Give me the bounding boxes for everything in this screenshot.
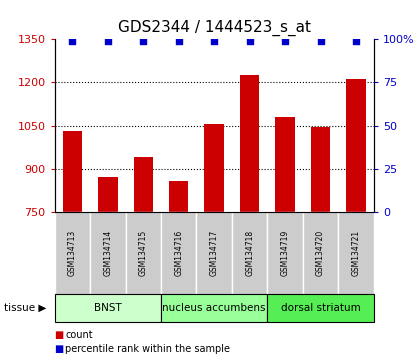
Bar bbox=[63, 131, 82, 212]
Point bbox=[317, 38, 324, 44]
Text: GSM134718: GSM134718 bbox=[245, 230, 254, 276]
Text: GSM134713: GSM134713 bbox=[68, 230, 77, 276]
Point bbox=[353, 38, 360, 44]
Bar bbox=[268, 294, 374, 322]
Text: ■: ■ bbox=[55, 330, 64, 339]
Bar bbox=[232, 212, 268, 294]
Text: GSM134714: GSM134714 bbox=[103, 230, 112, 276]
Text: tissue ▶: tissue ▶ bbox=[4, 303, 47, 313]
Text: percentile rank within the sample: percentile rank within the sample bbox=[65, 344, 230, 354]
Bar bbox=[134, 158, 153, 212]
Bar bbox=[55, 294, 161, 322]
Text: ■: ■ bbox=[55, 344, 64, 354]
Bar bbox=[240, 75, 260, 212]
Point bbox=[246, 38, 253, 44]
Bar bbox=[311, 127, 331, 212]
Point bbox=[282, 38, 289, 44]
Bar bbox=[303, 212, 339, 294]
Text: GSM134720: GSM134720 bbox=[316, 230, 325, 276]
Text: BNST: BNST bbox=[94, 303, 122, 313]
Text: GSM134717: GSM134717 bbox=[210, 230, 219, 276]
Text: dorsal striatum: dorsal striatum bbox=[281, 303, 360, 313]
Point bbox=[140, 38, 147, 44]
Bar bbox=[197, 212, 232, 294]
Title: GDS2344 / 1444523_s_at: GDS2344 / 1444523_s_at bbox=[118, 20, 311, 36]
Text: nucleus accumbens: nucleus accumbens bbox=[163, 303, 266, 313]
Text: GSM134716: GSM134716 bbox=[174, 230, 183, 276]
Bar bbox=[161, 294, 268, 322]
Text: GSM134719: GSM134719 bbox=[281, 230, 290, 276]
Bar bbox=[346, 79, 366, 212]
Text: count: count bbox=[65, 330, 93, 339]
Bar bbox=[126, 212, 161, 294]
Point bbox=[211, 38, 218, 44]
Bar bbox=[276, 117, 295, 212]
Bar bbox=[90, 212, 126, 294]
Point bbox=[105, 38, 111, 44]
Bar bbox=[205, 124, 224, 212]
Text: GSM134721: GSM134721 bbox=[352, 230, 360, 276]
Point bbox=[176, 38, 182, 44]
Bar bbox=[98, 177, 118, 212]
Text: GSM134715: GSM134715 bbox=[139, 230, 148, 276]
Bar bbox=[55, 212, 90, 294]
Bar bbox=[339, 212, 374, 294]
Point bbox=[69, 38, 76, 44]
Bar bbox=[169, 181, 189, 212]
Bar bbox=[161, 212, 197, 294]
Bar bbox=[268, 212, 303, 294]
